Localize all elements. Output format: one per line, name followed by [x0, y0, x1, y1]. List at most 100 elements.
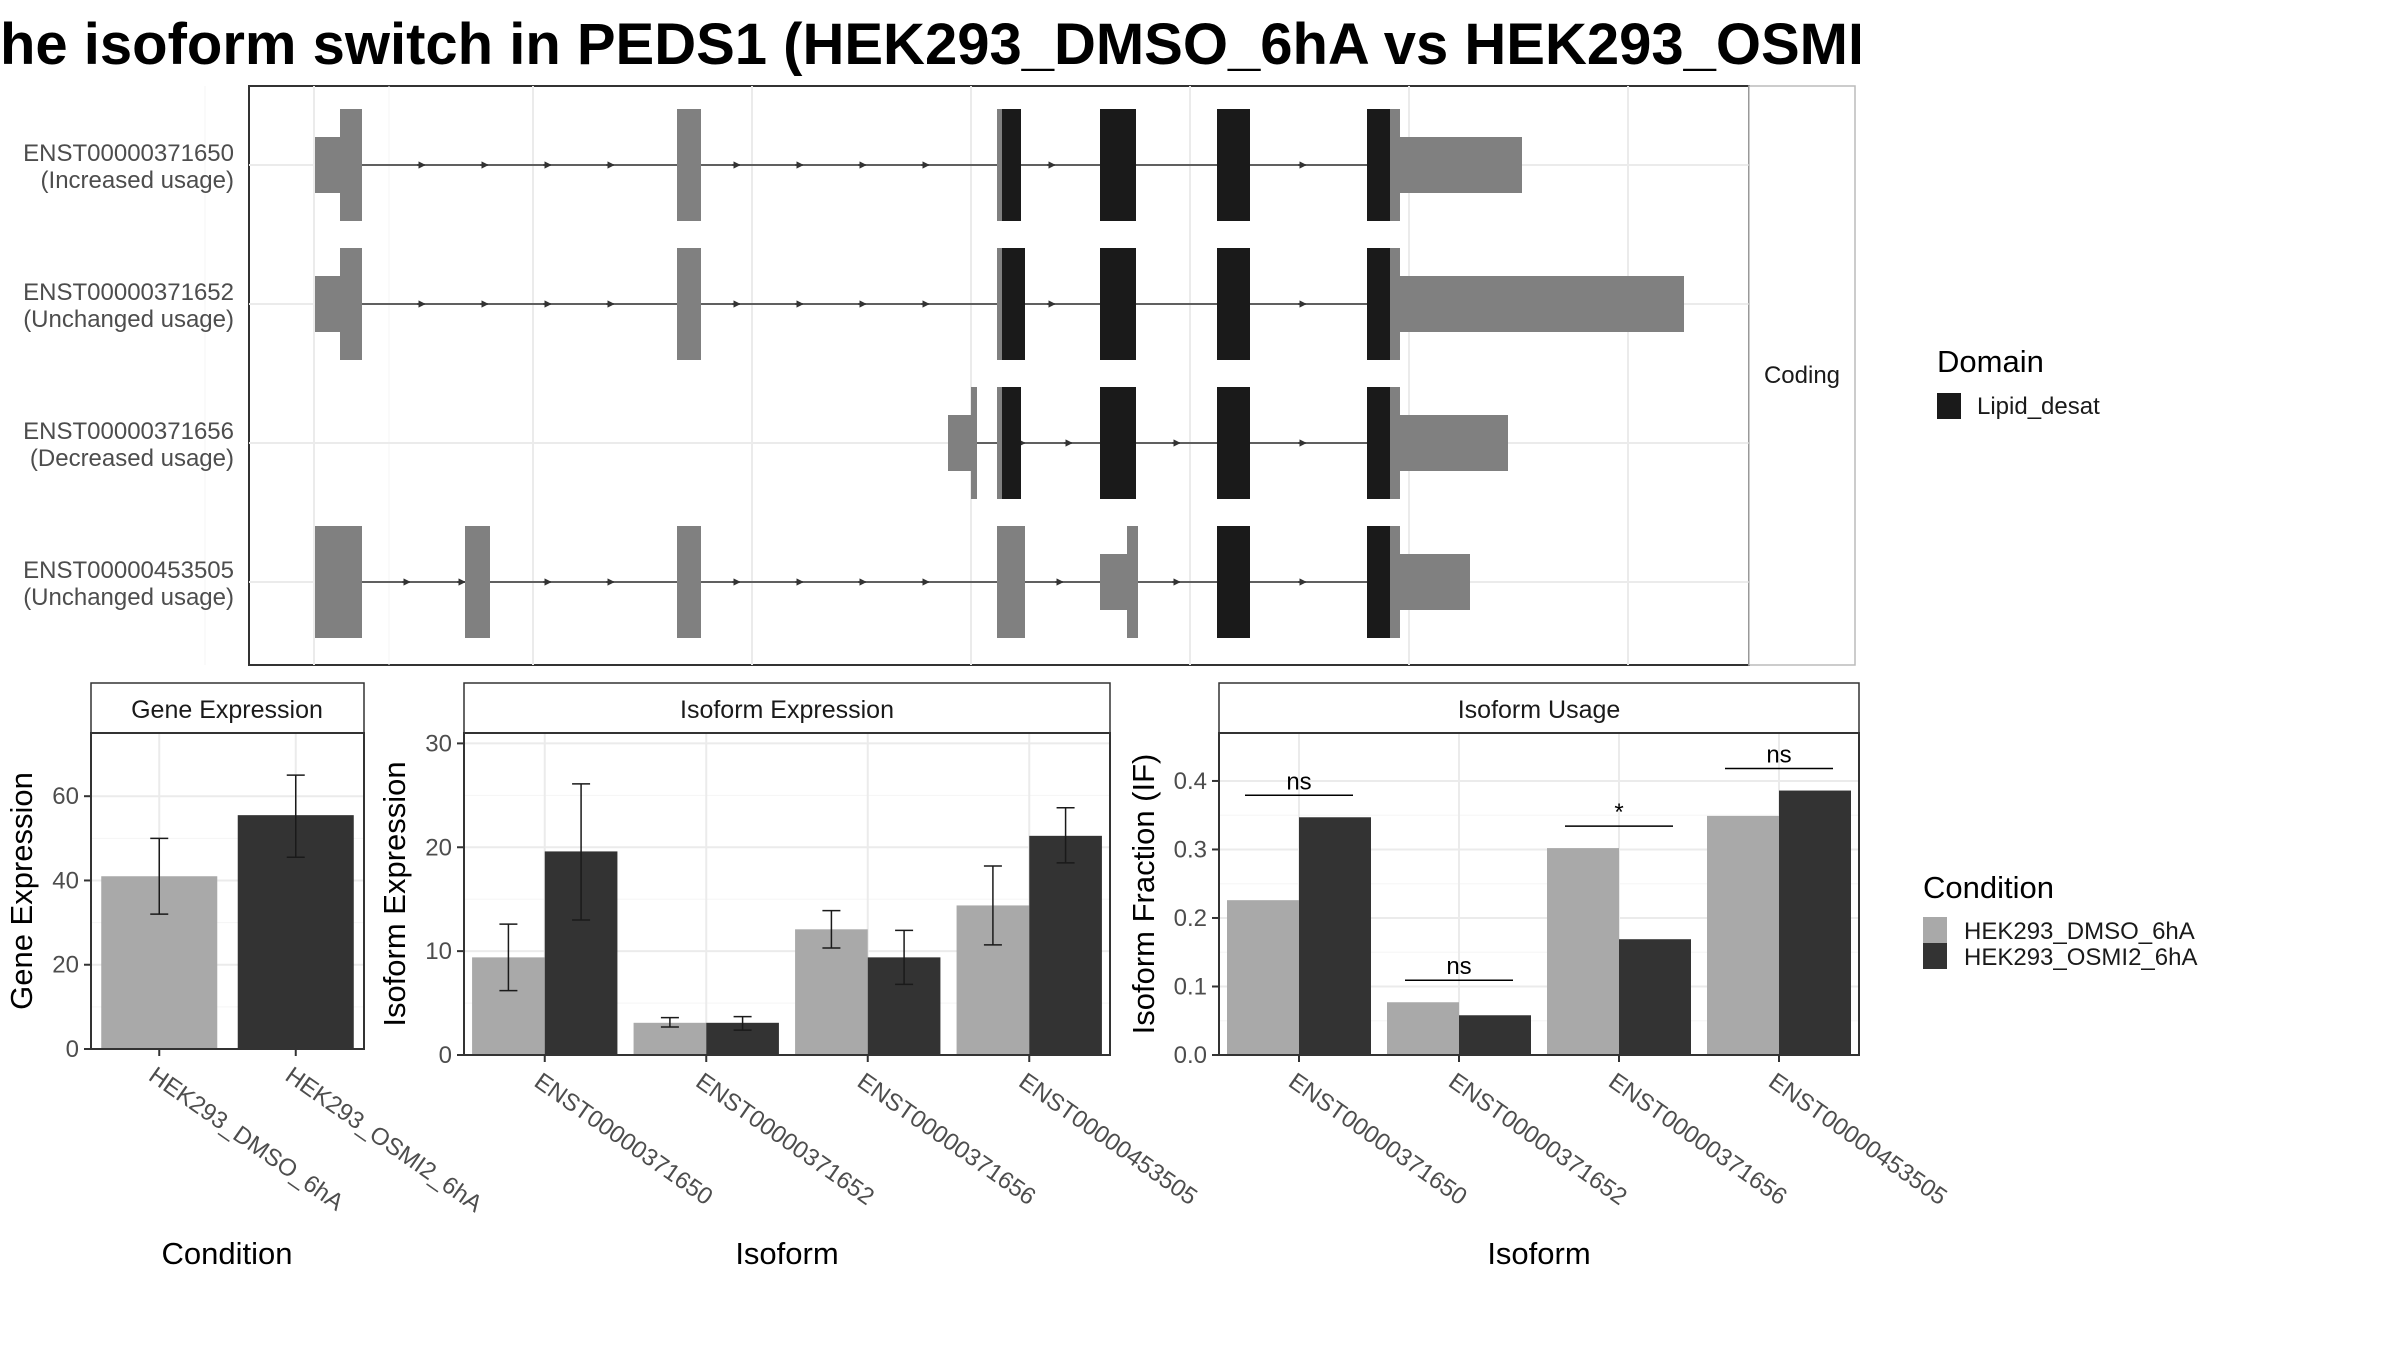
exon-utr: [1100, 554, 1127, 610]
significance-label: ns: [1446, 953, 1471, 980]
isoform-track-ENST00000371650: [315, 109, 1522, 221]
exon-domain: [1002, 248, 1025, 360]
condition-legend-label-dmso: HEK293_DMSO_6hA: [1964, 918, 2195, 945]
exon-coding: [997, 109, 1002, 221]
strip-coding-label: Coding: [1764, 362, 1840, 389]
bar-ENST00000371650-HEK293_OSMI2_6hA: [1299, 817, 1371, 1055]
gene-expression-xlabel: Condition: [162, 1236, 293, 1271]
exon-domain: [1367, 109, 1390, 221]
y-tick-label: 30: [425, 730, 452, 757]
strip-coding: [1748, 85, 1856, 666]
gene-expression-ylabel: Gene Expression: [4, 772, 39, 1010]
isoform-usage-border: [1218, 732, 1860, 1056]
exon-coding: [1127, 526, 1138, 638]
exon-coding: [340, 248, 362, 360]
isoform-expression-xlabel: Isoform: [735, 1236, 838, 1271]
exon-domain: [1367, 387, 1390, 499]
y-tick-label: 0.1: [1174, 973, 1207, 1000]
bar-ENST00000371650-HEK293_DMSO_6hA: [1227, 900, 1299, 1055]
exon-utr: [1400, 415, 1508, 471]
exon-domain: [1217, 109, 1250, 221]
isoform-labels: ENST00000371650(Increased usage) ENST0000…: [23, 140, 234, 611]
exon-domain: [1217, 248, 1250, 360]
gene-expression-border: [90, 732, 365, 1050]
isoform-usage-note: (Increased usage): [41, 167, 234, 194]
domain-legend-label: Lipid_desat: [1977, 393, 2100, 420]
significance-label: *: [1614, 799, 1623, 826]
y-tick-label: 0: [66, 1036, 79, 1063]
isoform-id-label: ENST00000453505: [23, 557, 234, 584]
exon-coding: [677, 248, 701, 360]
significance-label: ns: [1766, 742, 1791, 769]
exon-domain: [1217, 526, 1250, 638]
exon-utr: [1400, 137, 1522, 193]
exon-domain: [1100, 387, 1136, 499]
isoform-expression-panel: Isoform Expression 0 10 20 30 ENST0000037165…: [377, 682, 1202, 1271]
condition-legend-title: Condition: [1923, 870, 2054, 905]
exon-domain: [1367, 248, 1390, 360]
x-tick-label: ENST00000453505: [1014, 1068, 1202, 1211]
isoform-usage-note: (Unchanged usage): [23, 306, 234, 333]
y-tick-label: 0.0: [1174, 1042, 1207, 1069]
exon-utr: [1400, 276, 1684, 332]
y-tick-label: 0.3: [1174, 836, 1207, 863]
bar-ENST00000371652-HEK293_DMSO_6hA: [1387, 1002, 1459, 1055]
bar-ENST00000371656-HEK293_DMSO_6hA: [1547, 848, 1619, 1055]
domain-legend-title: Domain: [1937, 344, 2044, 379]
isoform-expression-ylabel: Isoform Expression: [377, 761, 412, 1026]
exon-domain: [1367, 526, 1390, 638]
bar-ENST00000371652-HEK293_OSMI2_6hA: [1459, 1015, 1531, 1055]
y-tick-label: 20: [52, 952, 79, 979]
gene-structure-panel: Coding ENST00000371650(Increased usage)E…: [23, 85, 1856, 666]
isoform-id-label: ENST00000371650: [23, 140, 234, 167]
y-tick-label: 0.2: [1174, 905, 1207, 932]
gene-expression-panel: Gene Expression 0204060HEK293_DMSO_6hAHE…: [4, 682, 487, 1271]
structure-tracks: [315, 109, 1684, 638]
domain-legend: Domain Lipid_desat: [1937, 344, 2100, 420]
exon-utr: [315, 276, 340, 332]
y-tick-label: 0.4: [1174, 768, 1207, 795]
isoform-id-label: ENST00000371656: [23, 418, 234, 445]
isoform-expression-title: Isoform Expression: [680, 696, 894, 724]
y-tick-label: 60: [52, 783, 79, 810]
bar-ENST00000453505-HEK293_OSMI2_6hA: [1029, 835, 1102, 1055]
isoform-track-ENST00000371652: [315, 248, 1684, 360]
exon-coding: [1390, 248, 1400, 360]
exon-domain: [1217, 387, 1250, 499]
isoform-usage-note: (Unchanged usage): [23, 584, 234, 611]
bar-ENST00000371656-HEK293_OSMI2_6hA: [1619, 939, 1691, 1055]
bar-ENST00000371656-HEK293_DMSO_6hA: [795, 929, 868, 1055]
bar-ENST00000371652-HEK293_DMSO_6hA: [633, 1022, 707, 1055]
condition-legend-swatch-dmso: [1923, 917, 1947, 943]
gene-expression-title: Gene Expression: [131, 696, 323, 724]
domain-legend-swatch: [1937, 393, 1961, 419]
x-tick-label: ENST00000371650: [529, 1068, 717, 1211]
exon-coding: [997, 248, 1002, 360]
isoform-usage-title: Isoform Usage: [1458, 696, 1621, 724]
exon-coding: [997, 387, 1002, 499]
y-tick-label: 20: [425, 834, 452, 861]
figure-title: he isoform switch in PEDS1 (HEK293_DMSO_…: [0, 12, 1860, 77]
isoform-id-label: ENST00000371652: [23, 279, 234, 306]
isoform-expression-border: [463, 732, 1111, 1056]
exon-coding: [315, 526, 362, 638]
exon-utr: [948, 415, 971, 471]
exon-coding: [340, 109, 362, 221]
isoform-track-ENST00000371656: [948, 387, 1508, 499]
exon-coding: [1390, 387, 1400, 499]
significance-label: ns: [1286, 768, 1311, 795]
condition-legend-label-osmi2: HEK293_OSMI2_6hA: [1964, 944, 2197, 971]
exon-coding: [997, 526, 1025, 638]
bar-ENST00000453505-HEK293_OSMI2_6hA: [1779, 790, 1851, 1055]
exon-coding: [677, 526, 701, 638]
y-tick-label: 10: [425, 938, 452, 965]
x-tick-label: ENST00000371656: [852, 1068, 1040, 1211]
condition-legend-swatch-osmi2: [1923, 943, 1947, 969]
exon-coding: [1390, 526, 1400, 638]
isoform-usage-ylabel: Isoform Fraction (IF): [1126, 754, 1161, 1035]
x-tick-label: ENST00000453505: [1764, 1068, 1952, 1211]
exon-domain: [1002, 109, 1021, 221]
y-tick-label: 40: [52, 867, 79, 894]
